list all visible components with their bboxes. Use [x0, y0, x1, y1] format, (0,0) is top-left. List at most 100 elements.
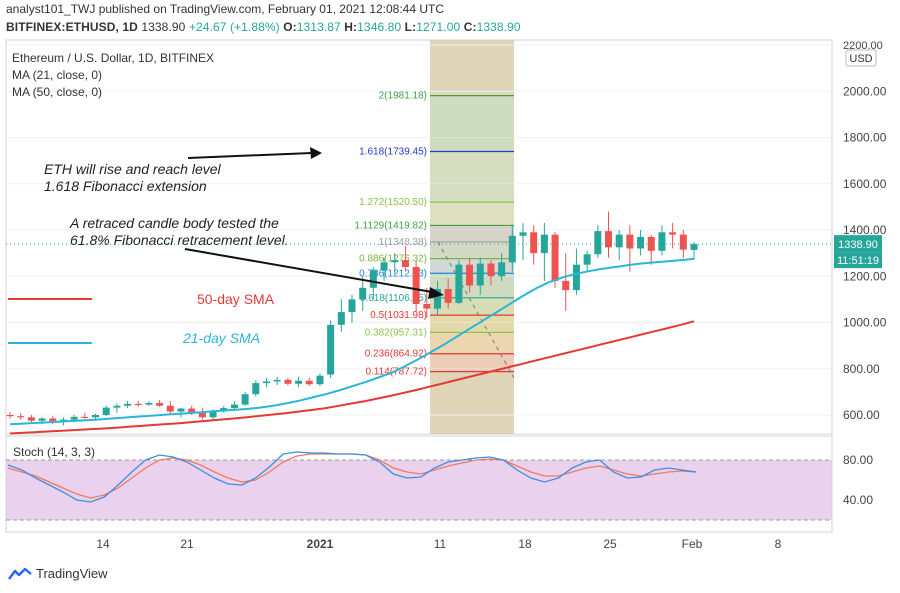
high-value: 1346.80	[357, 20, 402, 34]
fib-lines: 0.114(787.72) 0.236(864.92) 0.382(957.31) 0…	[354, 91, 515, 379]
candle-body	[583, 254, 591, 265]
candle-body	[209, 410, 217, 418]
tradingview-brand[interactable]: TradingView	[8, 566, 108, 581]
candle-body	[113, 405, 121, 408]
fib-label: 0.236(864.92)	[365, 349, 427, 360]
candle-body	[337, 312, 345, 325]
eth-arrowhead	[310, 147, 322, 159]
candle-body	[252, 383, 260, 395]
countdown-badge	[834, 252, 882, 269]
fib-zone	[430, 225, 514, 242]
candle-body	[6, 415, 14, 417]
candle-body	[230, 404, 238, 409]
grid	[6, 44, 832, 416]
last-price-badge	[834, 235, 882, 253]
price-axis[interactable]: 600.00 800.00 1000.00 1200.00 1400.00 1600.00…	[834, 40, 887, 422]
candle-body	[124, 403, 132, 406]
fib-zone	[430, 95, 514, 152]
candle-body	[369, 270, 377, 288]
eth-note-line1: ETH will rise and reach level	[44, 161, 222, 177]
candle-body	[412, 267, 420, 304]
candle-body	[295, 380, 303, 384]
brand-label: TradingView	[36, 566, 108, 581]
candle-body	[594, 231, 602, 255]
fib-zone	[430, 241, 514, 259]
fib-label: 0.886(1276.32)	[359, 254, 427, 265]
candle-body	[572, 264, 580, 291]
close-value: 1338.90	[476, 20, 521, 34]
ma50-legend: MA (50, close, 0)	[12, 85, 102, 99]
candle-body	[476, 263, 484, 286]
currency-label: USD	[849, 53, 872, 65]
price-tick: 1000.00	[843, 316, 887, 330]
fib-label: 0.382(957.31)	[365, 327, 427, 338]
fib-zones	[430, 95, 514, 372]
candle-body	[102, 407, 110, 415]
ma21-legend: MA (21, close, 0)	[12, 68, 102, 82]
candle-body	[508, 235, 516, 263]
retrace-note-line2: 61.8% Fibonacci retracement level.	[70, 232, 289, 248]
last-price-badge-text: 1338.90	[838, 239, 878, 251]
fib-zone	[430, 332, 514, 354]
time-tick: Feb	[682, 537, 703, 551]
candle-body	[679, 234, 687, 250]
candle-body	[647, 236, 655, 251]
candle-body	[540, 234, 548, 254]
currency-box[interactable]	[845, 49, 877, 67]
fib-label: 1.618(1739.45)	[359, 147, 427, 158]
candle-body	[466, 264, 474, 286]
candle-body	[498, 262, 506, 277]
candle-body	[38, 418, 46, 421]
fib-zone	[430, 315, 514, 333]
candle-body	[220, 408, 228, 411]
fib-label: 2(1981.18)	[379, 91, 427, 102]
symbol: BITFINEX:ETHUSD, 1D	[6, 20, 138, 34]
fib-label: 0.5(1031.98)	[370, 310, 427, 321]
candle-body	[348, 299, 356, 313]
publish-header: analyst101_TWJ published on TradingView.…	[6, 2, 445, 16]
candle-body	[605, 231, 612, 248]
candle-body	[284, 379, 292, 384]
time-axis[interactable]: 14 21 2021 11 18 25 Feb 8	[96, 537, 781, 551]
candle-body	[615, 234, 623, 248]
candle-body	[391, 260, 399, 263]
time-tick: 8	[775, 537, 782, 551]
candle-body	[669, 232, 677, 235]
candle-body	[455, 264, 463, 303]
tradingview-logo-icon	[8, 567, 32, 580]
price-change: +24.67 (+1.88%)	[188, 20, 280, 34]
fib-trend-line	[437, 241, 515, 379]
price-tick: 1800.00	[843, 131, 887, 145]
stoch-tick: 40.00	[843, 493, 873, 507]
stoch-band	[6, 460, 832, 520]
candle-body	[401, 260, 409, 267]
price-tick: 600.00	[843, 408, 880, 422]
candle-body	[166, 405, 174, 412]
stoch-tick: 80.00	[843, 453, 873, 467]
price-tick: 1600.00	[843, 177, 887, 191]
countdown-badge-text: 11:51:19	[837, 255, 879, 267]
candle-body	[134, 403, 142, 406]
candle-body	[487, 263, 495, 277]
stoch-label: Stoch (14, 3, 3)	[13, 445, 95, 459]
time-tick: 11	[434, 537, 447, 551]
candle-body	[81, 416, 89, 419]
fib-zone	[430, 297, 514, 316]
symbol-header: BITFINEX:ETHUSD, 1D 1338.90 +24.67 (+1.8…	[6, 20, 521, 34]
candle-body	[327, 324, 335, 375]
candle-body	[49, 418, 57, 422]
candle-body	[658, 232, 666, 251]
price-tick: 800.00	[843, 362, 880, 376]
candle-body	[305, 380, 313, 385]
time-tick: 25	[603, 537, 617, 551]
candle-body	[241, 394, 249, 405]
time-tick: 18	[518, 537, 532, 551]
price-tick: 2000.00	[843, 84, 887, 98]
fib-zone	[430, 151, 514, 203]
candle-body	[145, 402, 153, 405]
fib-label: 0.618(1106.65)	[360, 293, 427, 304]
ma50-line	[9, 320, 695, 435]
fib-zone	[430, 353, 514, 372]
